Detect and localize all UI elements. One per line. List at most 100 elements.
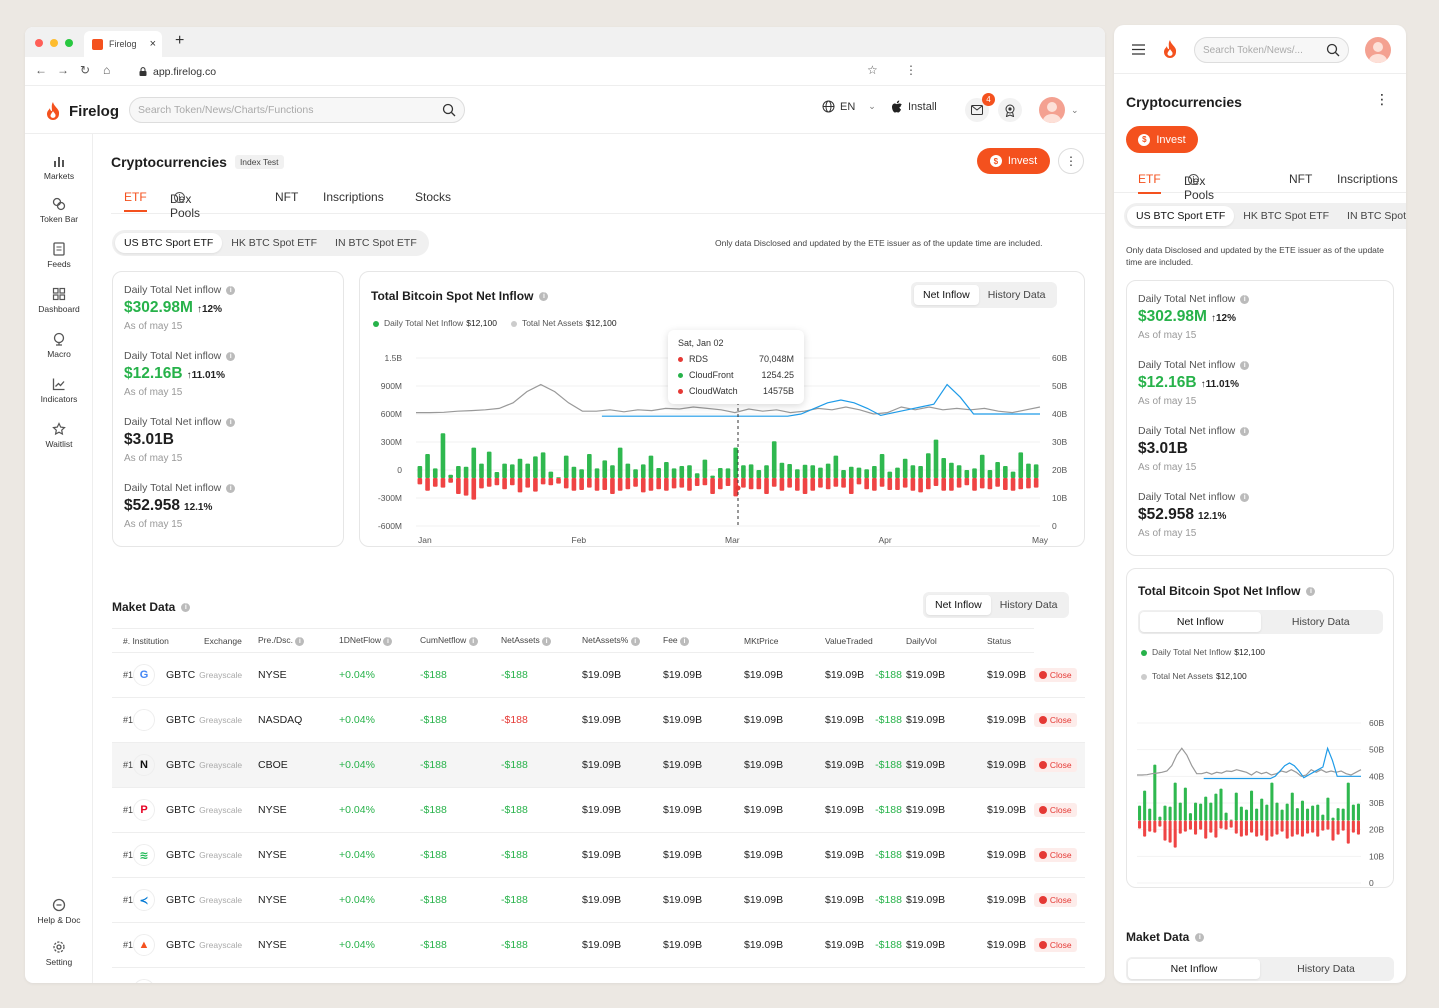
table-row[interactable]: #1 ≋ GBTC Greayscale NYSE +0.04% -$188 -$188 $19… — [112, 832, 1085, 878]
tab-nft[interactable]: NFT — [1289, 172, 1313, 186]
col-value-traded[interactable]: ValueTraded — [825, 628, 906, 653]
help-doc-button[interactable]: Help & Doc — [25, 898, 93, 925]
tab-inscriptions[interactable]: Inscriptions — [1337, 172, 1398, 186]
table-row[interactable]: #1 N GBTC Greayscale CBOE +0.04% -$188 -$188 $19… — [112, 742, 1085, 788]
col-fee[interactable]: Fee i — [663, 628, 744, 653]
info-icon[interactable]: i — [226, 351, 236, 361]
col-pre-dsc[interactable]: Pre./Dsc. i — [258, 628, 339, 653]
browser-tab[interactable]: Firelog × — [84, 31, 162, 57]
sidebar-item-feeds[interactable]: Feeds — [25, 242, 93, 269]
close-tab-icon[interactable]: × — [149, 38, 156, 50]
brand-logo[interactable]: Firelog — [45, 101, 119, 121]
new-tab-icon[interactable]: + — [175, 32, 185, 49]
sidebar-item-waitlist[interactable]: Waitlist — [25, 422, 93, 449]
legend-item[interactable]: Daily Total Net Inflow $12,100 — [1141, 647, 1265, 657]
bookmark-star-icon[interactable]: ☆ — [867, 63, 878, 77]
subtab-us-btc[interactable]: US BTC Sport ETF — [1127, 206, 1235, 226]
close-window-dot[interactable] — [35, 39, 43, 47]
info-icon[interactable]: i — [1306, 586, 1316, 596]
col-status[interactable]: Status — [987, 628, 1034, 653]
col-institution[interactable]: #. Institution — [112, 628, 178, 653]
info-icon[interactable]: i — [1240, 294, 1250, 304]
sidebar-item-token-bar[interactable]: Token Bar — [25, 197, 93, 224]
market-history-data-toggle[interactable]: History Data — [1297, 963, 1355, 975]
search-icon[interactable] — [442, 103, 456, 117]
tab-nft[interactable]: NFT — [275, 190, 299, 204]
reload-icon[interactable]: ↻ — [80, 63, 91, 77]
forward-icon[interactable]: → — [57, 63, 69, 77]
status-badge[interactable]: Close — [1033, 938, 1077, 952]
tab-etf[interactable]: ETF — [124, 190, 147, 212]
info-icon[interactable]: i — [1195, 932, 1205, 942]
institution-name[interactable]: GBTC — [166, 849, 196, 861]
subtab-hk-btc[interactable]: HK BTC Spot ETF — [231, 237, 318, 249]
table-row[interactable]: #1 G GBTC Greayscale NYSE +0.04% -$188 -$188 $19… — [112, 652, 1085, 698]
status-badge[interactable]: Close — [1033, 713, 1077, 727]
col-1d-netflow[interactable]: 1DNetFlow i — [339, 628, 420, 653]
market-history-data-toggle[interactable]: History Data — [999, 599, 1058, 611]
info-icon[interactable]: i — [1240, 360, 1250, 370]
legend-item[interactable]: Daily Total Net Inflow $12,100 — [373, 318, 497, 328]
history-data-toggle[interactable]: History Data — [987, 289, 1046, 301]
institution-name[interactable]: GBTC — [166, 894, 196, 906]
minimize-window-dot[interactable] — [50, 39, 58, 47]
home-icon[interactable]: ⌂ — [103, 63, 111, 77]
col-cum-netflow[interactable]: CumNetflow i — [420, 628, 501, 653]
install-button[interactable]: Install — [891, 100, 937, 113]
sidebar-item-macro[interactable]: Macro — [25, 332, 93, 359]
status-badge[interactable]: Close — [1033, 848, 1077, 862]
status-badge[interactable]: Close — [1033, 758, 1077, 772]
mail-button[interactable]: 4 — [965, 93, 995, 122]
market-net-inflow-toggle[interactable]: Net Inflow — [926, 595, 991, 615]
info-icon[interactable]: i — [1240, 426, 1250, 436]
table-row[interactable]: #1✆GBTCGreayscaleNYSE+0.04%-$188-$188$19… — [112, 967, 1085, 983]
col-net-assets[interactable]: NetAssets i — [501, 628, 582, 653]
mobile-avatar[interactable] — [1365, 37, 1391, 63]
market-net-inflow-toggle[interactable]: Net Inflow — [1128, 959, 1260, 979]
browser-menu-icon[interactable]: ⋮ — [905, 63, 917, 77]
search-input[interactable]: Search Token/News/Charts/Functions — [129, 97, 465, 123]
subtab-us-btc[interactable]: US BTC Sport ETF — [115, 233, 223, 253]
back-icon[interactable]: ← — [35, 63, 47, 77]
table-row[interactable]: #1 ≺ GBTC Greayscale NYSE +0.04% -$188 -$188 $19… — [112, 877, 1085, 923]
col-net-assets-pct[interactable]: NetAssets% i — [582, 628, 663, 653]
info-icon[interactable]: i — [539, 291, 549, 301]
info-icon[interactable]: i — [181, 602, 191, 612]
maximize-window-dot[interactable] — [65, 39, 73, 47]
institution-name[interactable]: GBTC — [166, 714, 196, 726]
info-icon[interactable]: i — [226, 285, 236, 295]
info-icon[interactable]: i — [226, 417, 236, 427]
more-options-button[interactable]: ⋮ — [1058, 148, 1084, 174]
invest-button[interactable]: $ Invest — [977, 148, 1050, 174]
mobile-invest-button[interactable]: $ Invest — [1126, 126, 1198, 153]
status-badge[interactable]: Close — [1033, 893, 1077, 907]
subtab-in-btc[interactable]: IN BTC Spot ETF — [1347, 210, 1406, 222]
tab-stocks[interactable]: Stocks — [415, 190, 452, 204]
table-row[interactable]: #1 P GBTC Greayscale NYSE +0.04% -$188 -$188 $19… — [112, 787, 1085, 833]
setting-button[interactable]: Setting — [25, 940, 93, 967]
mobile-search-input[interactable]: Search Token/News/... — [1194, 37, 1349, 63]
language-select[interactable]: EN ⌄ — [822, 100, 876, 113]
table-row[interactable]: #1 ▲ GBTC Greayscale NYSE +0.04% -$188 -$188 $19… — [112, 922, 1085, 968]
rewards-button[interactable] — [998, 98, 1022, 122]
tab-etf[interactable]: ETF — [1138, 172, 1161, 194]
info-icon[interactable]: i — [1240, 492, 1250, 502]
legend-item[interactable]: Total Net Assets $12,100 — [1141, 671, 1247, 681]
col-exchange[interactable]: Exchange — [178, 628, 258, 653]
institution-name[interactable]: GBTC — [166, 939, 196, 951]
col-daily-vol[interactable]: DailyVol — [906, 628, 987, 653]
institution-name[interactable]: GBTC — [166, 759, 196, 771]
user-menu[interactable]: ⌄ — [1039, 97, 1079, 123]
sidebar-item-indicators[interactable]: Indicators — [25, 377, 93, 404]
status-badge[interactable]: Close — [1033, 803, 1077, 817]
url-field[interactable]: app.firelog.co — [129, 61, 889, 82]
net-inflow-chart[interactable]: 1.5B 900M 600M 300M 0 -300M -600M 60B 50B 40B 30B 2… — [360, 332, 1086, 547]
info-icon[interactable]: i — [226, 483, 236, 493]
tab-inscriptions[interactable]: Inscriptions — [323, 190, 384, 204]
subtab-in-btc[interactable]: IN BTC Spot ETF — [335, 237, 417, 249]
col-mkt-price[interactable]: MKtPrice — [744, 628, 825, 653]
hamburger-menu-icon[interactable] — [1132, 44, 1145, 55]
sidebar-item-dashboard[interactable]: Dashboard — [25, 287, 93, 314]
search-icon[interactable] — [1326, 43, 1340, 57]
